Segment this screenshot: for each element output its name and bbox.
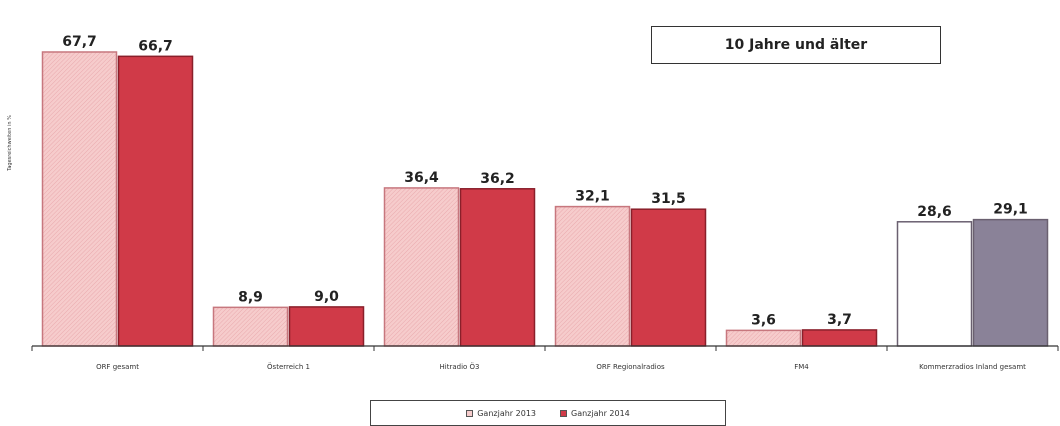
x-tick-label-fm4: FM4 xyxy=(794,363,809,371)
legend-label-2014: Ganzjahr 2014 xyxy=(571,408,630,418)
value-label-kommerzradios-inland-gesamt-2014: 29,1 xyxy=(993,202,1028,218)
value-label-fm4-2014: 3,7 xyxy=(827,312,852,328)
x-axis-group: ORF gesamt Österreich 1 Hitradio Ö3 ORF Reg… xyxy=(31,345,1059,371)
value-label-österreich-1-2014: 9,0 xyxy=(314,289,339,305)
bar-fm4-2014 xyxy=(801,329,878,347)
legend-item-2013: Ganzjahr 2013 xyxy=(466,409,536,418)
bar-orf-regionalradios-2014 xyxy=(630,208,707,347)
legend: Ganzjahr 2013 Ganzjahr 2014 xyxy=(370,400,726,426)
bar-orf-regionalradios-2013 xyxy=(554,205,631,347)
bars-group xyxy=(41,51,1049,347)
bar-österreich-1-2014 xyxy=(288,306,365,347)
bar-österreich-1-2013 xyxy=(212,306,289,347)
value-label-hitradio-ö3-2014: 36,2 xyxy=(480,171,515,187)
value-label-orf-gesamt-2014: 66,7 xyxy=(138,38,173,54)
bar-orf-gesamt-2014 xyxy=(117,55,194,347)
bar-orf-gesamt-2013 xyxy=(41,51,118,347)
value-label-hitradio-ö3-2013: 36,4 xyxy=(404,170,439,186)
bar-kommerzradios-inland-gesamt-2014 xyxy=(972,218,1049,347)
legend-swatch-2013 xyxy=(466,409,474,417)
bar-hitradio-ö3-2013 xyxy=(383,187,460,347)
x-tick-label-hitradio-ö3: Hitradio Ö3 xyxy=(440,362,480,371)
bar-kommerzradios-inland-gesamt-2013 xyxy=(896,221,973,347)
value-label-orf-gesamt-2013: 67,7 xyxy=(62,34,97,50)
value-label-fm4-2013: 3,6 xyxy=(751,312,776,328)
x-tick-label-österreich-1: Österreich 1 xyxy=(267,362,310,371)
value-labels-group: 67,7 66,7 8,9 9,0 36,4 36,2 32,1 31,5 3,6 3,7 28,6… xyxy=(62,34,1028,328)
bar-hitradio-ö3-2014 xyxy=(459,188,536,347)
x-tick-label-kommerzradios-inland-gesamt: Kommerzradios Inland gesamt xyxy=(919,363,1026,371)
legend-swatch-2014 xyxy=(560,409,567,417)
legend-label-2013: Ganzjahr 2013 xyxy=(477,408,536,418)
value-label-kommerzradios-inland-gesamt-2013: 28,6 xyxy=(917,204,952,220)
value-label-orf-regionalradios-2014: 31,5 xyxy=(651,191,686,207)
value-label-österreich-1-2013: 8,9 xyxy=(238,289,263,305)
x-tick-label-orf-regionalradios: ORF Regionalradios xyxy=(596,363,665,371)
value-label-orf-regionalradios-2013: 32,1 xyxy=(575,189,610,205)
bar-fm4-2013 xyxy=(725,329,802,347)
chart-title: 10 Jahre und älter xyxy=(651,26,941,64)
x-tick-label-orf-gesamt: ORF gesamt xyxy=(96,363,139,371)
legend-item-2014: Ganzjahr 2014 xyxy=(560,409,630,418)
